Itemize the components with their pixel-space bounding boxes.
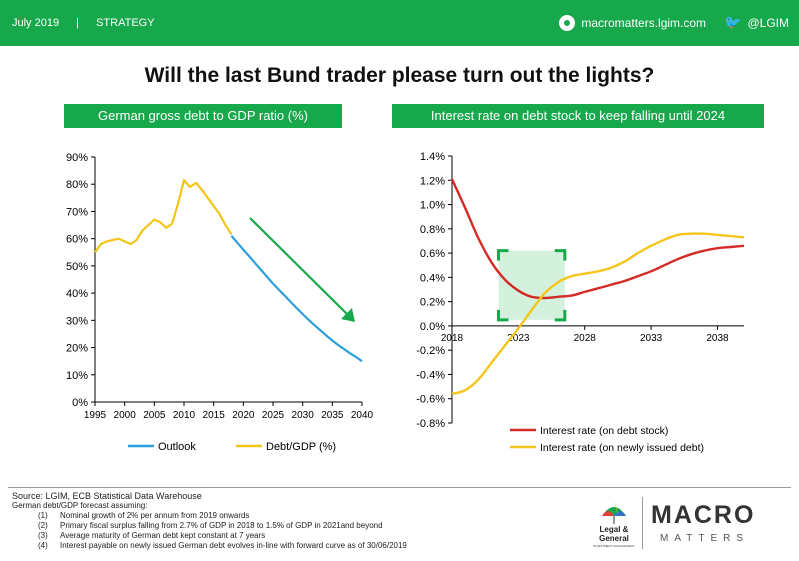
footnote-3: (3) Average maturity of German debt kept … <box>38 531 266 540</box>
x-tick-label: 2035 <box>321 410 344 421</box>
x-tick-label: 2000 <box>114 410 137 421</box>
legal-general-logo: Legal & General INVESTMENT MANAGEMENT <box>593 501 635 548</box>
page-title: Will the last Bund trader please turn ou… <box>144 64 655 87</box>
y-tick-label: -0.6% <box>416 394 445 406</box>
highlight-corner-3 <box>496 309 509 322</box>
x-tick-label: 2028 <box>574 333 597 344</box>
legend-label-outlook: Outlook <box>158 441 196 453</box>
footnotes: Source: LGIM, ECB Statistical Data Wareh… <box>12 491 407 551</box>
x-tick-label: 2015 <box>203 410 226 421</box>
y-tick-label: 0.2% <box>420 297 445 309</box>
header-left: July 2019 | STRATEGY <box>12 17 169 29</box>
highlight-corner-2 <box>554 249 567 261</box>
y-tick-label: 1.0% <box>420 200 445 212</box>
y-tick-label: 0.8% <box>420 224 445 236</box>
y-tick-label: 0.0% <box>420 321 445 333</box>
x-tick-label: 2005 <box>143 410 166 421</box>
header-site-link[interactable]: macromatters.lgim.com <box>581 15 707 30</box>
y-tick-label: 0% <box>72 397 88 409</box>
header-section: STRATEGY <box>96 17 155 29</box>
footer-divider <box>8 487 791 488</box>
y-tick-label: 30% <box>66 315 88 327</box>
x-tick-label: 1995 <box>84 410 107 421</box>
svg-text:Legal &: Legal & <box>600 525 629 534</box>
trend-arrow-head <box>341 308 355 322</box>
interest-rate-chart: -0.8% -0.6% -0.4% -0.2% 0.0% 0.2% 0.4% 0.6% 0.8%… <box>416 151 745 454</box>
footnote-2: (2) Primary fiscal surplus falling from 2… <box>38 521 383 530</box>
right-chart-title: Interest rate on debt stock to keep fall… <box>392 104 764 128</box>
x-tick-label: 2023 <box>507 333 530 344</box>
highlight-corner-4 <box>554 309 567 322</box>
y-tick-label: 1.2% <box>420 175 445 187</box>
series-line-debt-stock <box>450 178 745 300</box>
footnote-1: (1) Nominal growth of 2% per annum from 2… <box>38 511 250 520</box>
y-tick-label: 50% <box>66 261 88 273</box>
y-tick-label: -0.2% <box>416 345 445 357</box>
source-note: Source: LGIM, ECB Statistical Data Wareh… <box>12 491 202 501</box>
y-tick-label: 60% <box>66 234 88 246</box>
y-tick-label: -0.4% <box>416 369 445 381</box>
assumption-intro: German debt/GDP forecast assuming: <box>12 501 148 510</box>
y-tick-label: 10% <box>66 370 88 382</box>
debt-gdp-chart: 0% 10% 20% 30% 40% 50% 60% 70% 80% 90% 1995 2000 200… <box>66 152 374 453</box>
trend-arrow-shaft <box>249 217 350 317</box>
matters-logo-text: MATTERS <box>660 533 750 544</box>
legend-label-debt-gdp: Debt/GDP (%) <box>266 441 336 453</box>
svg-text:INVESTMENT MANAGEMENT: INVESTMENT MANAGEMENT <box>593 544 635 548</box>
series-line-outlook <box>230 235 363 363</box>
globe-icon <box>559 14 576 31</box>
y-tick-label: 0.6% <box>420 248 445 260</box>
x-tick-label: 2040 <box>351 410 374 421</box>
footnote-4: (4) Interest payable on newly issued Germ… <box>38 541 407 550</box>
x-tick-label: 2018 <box>441 333 464 344</box>
highlight-corner-1 <box>496 249 509 261</box>
y-tick-label: 40% <box>66 288 88 300</box>
svg-text:General: General <box>599 534 629 543</box>
x-tick-label: 2038 <box>706 333 729 344</box>
series-line-debt-gdp <box>94 179 233 253</box>
y-tick-label: 20% <box>66 343 88 355</box>
x-tick-label: 2033 <box>640 333 663 344</box>
legend-label-new-issue: Interest rate (on newly issued debt) <box>540 442 704 454</box>
header-twitter-handle[interactable]: @LGIM <box>747 15 789 30</box>
y-tick-label: 90% <box>66 152 88 164</box>
header-right: macromatters.lgim.com 🐦 @LGIM <box>559 14 789 31</box>
x-tick-label: 2025 <box>262 410 285 421</box>
y-tick-label: 0.4% <box>420 272 445 284</box>
macro-logo-text: MACRO <box>651 501 756 529</box>
legend-label-debt-stock: Interest rate (on debt stock) <box>540 425 668 437</box>
y-tick-label: -0.8% <box>416 418 445 430</box>
left-chart-title: German gross debt to GDP ratio (%) <box>64 104 342 128</box>
y-tick-label: 1.4% <box>420 151 445 163</box>
twitter-bird-icon: 🐦 <box>724 14 742 30</box>
x-tick-label: 2010 <box>173 410 196 421</box>
header-bar: July 2019 | STRATEGY macromatters.lgim.c… <box>0 0 799 46</box>
y-tick-label: 70% <box>66 206 88 218</box>
x-tick-label: 2030 <box>292 410 315 421</box>
logo-divider <box>642 497 643 549</box>
series-line-new-issue <box>451 232 745 396</box>
y-tick-label: 80% <box>66 179 88 191</box>
header-date: July 2019 <box>12 17 60 29</box>
x-tick-label: 2020 <box>232 410 255 421</box>
header-separator: | <box>76 17 80 29</box>
